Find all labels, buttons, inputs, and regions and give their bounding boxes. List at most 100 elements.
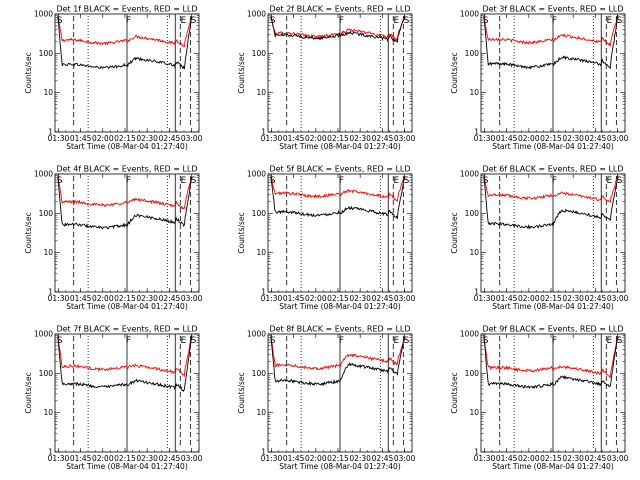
event-marker-label: E <box>394 336 400 346</box>
y-axis-label: Counts/sec <box>450 372 459 413</box>
x-tick-label: 02:30 <box>136 134 158 143</box>
x-tick-label: 02:00 <box>92 134 114 143</box>
x-tick-label: 02:45 <box>159 454 181 463</box>
x-tick-label: 01:30 <box>474 134 496 143</box>
panel-title: Det 2f BLACK = Events, RED = LLD <box>269 5 410 14</box>
x-tick-label: 02:15 <box>114 134 136 143</box>
x-tick-label: 02:30 <box>136 294 158 303</box>
events-series-trace <box>270 175 406 219</box>
events-series-trace <box>483 335 619 390</box>
y-tick-label: 1 <box>261 448 266 457</box>
x-tick-label: 02:00 <box>92 454 114 463</box>
x-tick-label: 02:30 <box>562 134 584 143</box>
event-marker-label: S <box>483 336 489 346</box>
panel-title: Det 7f BLACK = Events, RED = LLD <box>56 325 197 334</box>
y-tick-label: 10 <box>43 408 53 417</box>
y-tick-label: 1 <box>474 128 479 137</box>
x-tick-label: 01:45 <box>283 294 305 303</box>
x-tick-label: 02:45 <box>372 454 394 463</box>
y-tick-label: 1000 <box>460 170 479 179</box>
y-tick-label: 10 <box>256 88 266 97</box>
x-tick-label: 03:00 <box>607 454 629 463</box>
event-marker-label: S <box>617 16 623 26</box>
x-tick-label: 02:45 <box>585 454 607 463</box>
y-tick-label: 1000 <box>247 170 266 179</box>
event-marker-label: E <box>181 16 187 26</box>
panel-det-3: Det 3f BLACK = Events, RED = LLD 1 10 100 10… <box>450 5 629 152</box>
x-tick-label: 02:45 <box>372 294 394 303</box>
x-tick-label: 03:00 <box>607 134 629 143</box>
x-tick-label: 01:30 <box>261 134 283 143</box>
y-tick-label: 100 <box>465 209 480 218</box>
y-tick-label: 10 <box>256 408 266 417</box>
x-tick-label: 02:15 <box>540 294 562 303</box>
event-marker-label: F <box>126 16 131 26</box>
event-marker-label: F <box>339 336 344 346</box>
x-tick-label: 01:45 <box>283 134 305 143</box>
y-axis-label: Counts/sec <box>237 372 246 413</box>
x-axis-label: Start Time (08-Mar-04 01:27:40) <box>66 142 188 151</box>
y-tick-label: 100 <box>465 49 480 58</box>
y-tick-label: 100 <box>465 369 480 378</box>
y-tick-label: 1 <box>261 128 266 137</box>
event-marker-label: F <box>552 336 557 346</box>
event-marker-label: F <box>126 176 131 186</box>
x-axis-label: Start Time (08-Mar-04 01:27:40) <box>66 302 188 311</box>
y-tick-label: 100 <box>39 49 54 58</box>
x-tick-label: 02:15 <box>327 454 349 463</box>
x-tick-label: 01:45 <box>70 454 92 463</box>
x-tick-label: 01:30 <box>474 294 496 303</box>
y-tick-label: 1000 <box>34 330 53 339</box>
events-series-trace <box>57 334 193 393</box>
lld-series-trace <box>57 15 193 48</box>
x-tick-label: 02:30 <box>562 454 584 463</box>
event-marker-label: S <box>404 336 410 346</box>
y-tick-label: 1 <box>474 288 479 297</box>
events-series-trace <box>483 175 619 230</box>
panel-title: Det 4f BLACK = Events, RED = LLD <box>56 165 197 174</box>
panel-title: Det 9f BLACK = Events, RED = LLD <box>482 325 623 334</box>
x-tick-label: 02:00 <box>92 294 114 303</box>
y-tick-label: 1000 <box>460 10 479 19</box>
panel-det-5: Det 5f BLACK = Events, RED = LLD 1 10 100 10… <box>237 165 416 312</box>
x-tick-label: 01:45 <box>496 454 518 463</box>
x-tick-label: 01:30 <box>48 454 70 463</box>
x-tick-label: 02:00 <box>518 454 540 463</box>
x-tick-label: 02:30 <box>349 294 371 303</box>
x-tick-label: 02:00 <box>305 134 327 143</box>
y-tick-label: 1000 <box>247 10 266 19</box>
x-tick-label: 02:15 <box>114 294 136 303</box>
y-tick-label: 100 <box>252 49 267 58</box>
y-tick-label: 1000 <box>34 170 53 179</box>
event-marker-label: S <box>191 16 197 26</box>
events-series-trace <box>270 335 406 387</box>
lld-series-trace <box>483 14 619 48</box>
x-tick-label: 01:30 <box>474 454 496 463</box>
events-series-trace <box>57 175 193 230</box>
panel-title: Det 1f BLACK = Events, RED = LLD <box>56 5 197 14</box>
panel-det-1: Det 1f BLACK = Events, RED = LLD 1 10 100 10… <box>24 5 203 152</box>
panel-title: Det 3f BLACK = Events, RED = LLD <box>482 5 623 14</box>
event-marker-label: F <box>339 16 344 26</box>
x-axis-label: Start Time (08-Mar-04 01:27:40) <box>492 142 614 151</box>
x-tick-label: 01:30 <box>261 454 283 463</box>
panel-det-8: Det 8f BLACK = Events, RED = LLD 1 10 100 10… <box>237 325 416 472</box>
y-tick-label: 100 <box>252 209 267 218</box>
x-tick-label: 01:30 <box>48 134 70 143</box>
x-tick-label: 01:45 <box>496 294 518 303</box>
x-tick-label: 02:15 <box>327 134 349 143</box>
lld-series-trace <box>270 175 406 202</box>
x-tick-label: 02:30 <box>349 134 371 143</box>
x-tick-label: 02:15 <box>327 294 349 303</box>
event-marker-label: S <box>57 336 63 346</box>
event-marker-label: E <box>607 176 613 186</box>
x-axis-label: Start Time (08-Mar-04 01:27:40) <box>279 462 401 471</box>
event-marker-label: E <box>607 16 613 26</box>
event-marker-label: E <box>607 336 613 346</box>
y-axis-label: Counts/sec <box>237 212 246 253</box>
x-tick-label: 02:30 <box>562 294 584 303</box>
event-marker-label: E <box>181 336 187 346</box>
x-tick-label: 01:30 <box>48 294 70 303</box>
event-marker-label: S <box>404 16 410 26</box>
y-axis-label: Counts/sec <box>450 52 459 93</box>
